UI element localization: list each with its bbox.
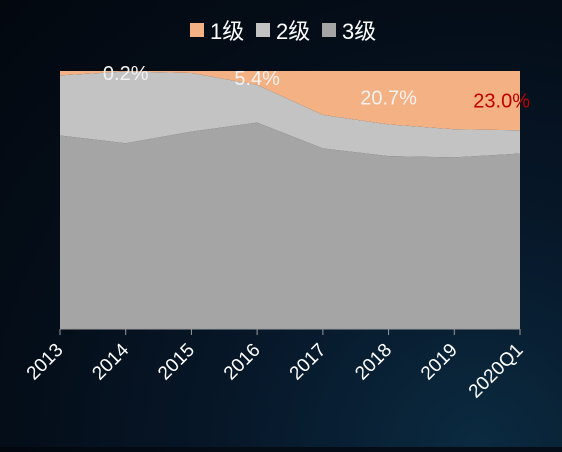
x-axis: 2013 2014 2015 2016 2017 2018 2019 2020Q1 — [23, 328, 528, 403]
data-labels: 0.2% 5.4% 20.7% 23.0% — [103, 63, 530, 113]
data-label-2016: 5.4% — [234, 68, 280, 90]
x-tick-label-2018: 2018 — [351, 340, 396, 385]
x-tick-label-2014: 2014 — [89, 339, 134, 384]
x-tick-label-2020q1: 2020Q1 — [465, 340, 528, 403]
legend-swatch-1级 — [190, 23, 204, 37]
area-series-1级 — [60, 71, 520, 131]
data-label-2018: 20.7% — [360, 88, 417, 110]
data-label-2014: 0.2% — [103, 63, 149, 85]
data-label-2020q1: 23.0% — [473, 91, 530, 113]
x-tick-label-2015: 2015 — [154, 340, 199, 385]
legend-label-1级: 1级 — [210, 19, 244, 44]
x-tick-label-2016: 2016 — [220, 340, 265, 385]
x-tick-label-2013: 2013 — [23, 340, 68, 385]
legend-swatch-2级 — [256, 23, 270, 37]
legend-label-3级: 3级 — [342, 19, 376, 44]
legend-swatch-3级 — [322, 23, 336, 37]
x-tick-label-2019: 2019 — [417, 340, 462, 385]
area-series-3级 — [60, 122, 520, 329]
legend-label-2级: 2级 — [276, 19, 310, 44]
x-tick-label-2017: 2017 — [286, 340, 331, 385]
legend: 1级 2级 3级 — [190, 19, 376, 44]
area-series-2级 — [60, 71, 520, 158]
plot-area — [60, 71, 520, 329]
